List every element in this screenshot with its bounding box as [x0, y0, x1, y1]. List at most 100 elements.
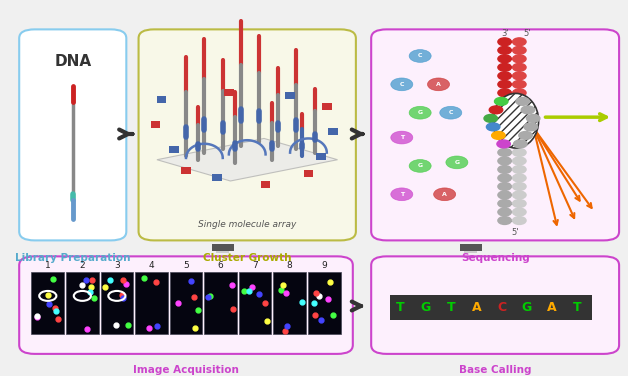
Circle shape: [489, 106, 503, 114]
Bar: [204, 272, 237, 334]
Circle shape: [526, 115, 540, 122]
Bar: [303, 170, 313, 177]
Bar: [224, 89, 234, 96]
Text: Sequencing: Sequencing: [461, 253, 529, 263]
Circle shape: [391, 78, 413, 91]
Text: C: C: [497, 301, 506, 314]
Bar: [239, 272, 271, 334]
Text: A: A: [472, 301, 481, 314]
Text: C: C: [399, 82, 404, 87]
Text: Base Calling: Base Calling: [459, 364, 531, 374]
Polygon shape: [157, 138, 337, 181]
Bar: [212, 174, 222, 181]
Text: 9: 9: [322, 261, 327, 270]
FancyBboxPatch shape: [139, 29, 356, 240]
Bar: [151, 121, 160, 128]
Ellipse shape: [493, 93, 539, 148]
Bar: [135, 272, 168, 334]
Circle shape: [498, 55, 511, 63]
Circle shape: [498, 46, 511, 54]
Text: 8: 8: [287, 261, 293, 270]
Text: T: T: [447, 301, 455, 314]
Circle shape: [512, 217, 526, 224]
Text: G: G: [522, 301, 532, 314]
Bar: [155, 364, 168, 367]
Circle shape: [498, 183, 511, 190]
Text: Image Acquisition: Image Acquisition: [133, 364, 239, 374]
Circle shape: [512, 183, 526, 190]
Circle shape: [512, 200, 526, 208]
Circle shape: [516, 97, 529, 105]
Bar: [460, 244, 482, 251]
Text: A: A: [547, 301, 557, 314]
Text: T: T: [573, 301, 582, 314]
Circle shape: [498, 64, 511, 71]
Circle shape: [487, 123, 500, 131]
Bar: [156, 96, 166, 103]
Circle shape: [498, 149, 511, 156]
Circle shape: [494, 97, 508, 105]
Circle shape: [512, 157, 526, 165]
Circle shape: [512, 191, 526, 199]
Bar: [212, 244, 234, 251]
FancyBboxPatch shape: [371, 29, 619, 240]
Bar: [100, 272, 133, 334]
Circle shape: [498, 89, 511, 97]
Circle shape: [512, 72, 526, 80]
Circle shape: [512, 208, 526, 216]
Bar: [31, 272, 64, 334]
Circle shape: [498, 157, 511, 165]
Circle shape: [446, 156, 468, 169]
Text: A: A: [442, 192, 447, 197]
Text: 7: 7: [252, 261, 258, 270]
Circle shape: [498, 208, 511, 216]
Circle shape: [512, 149, 526, 156]
Circle shape: [498, 191, 511, 199]
Circle shape: [409, 50, 431, 62]
Circle shape: [512, 89, 526, 97]
Text: G: G: [418, 110, 423, 115]
Bar: [285, 92, 295, 99]
Circle shape: [512, 80, 526, 88]
Text: 1: 1: [45, 261, 51, 270]
Bar: [308, 272, 340, 334]
Circle shape: [484, 115, 497, 122]
Bar: [328, 128, 338, 135]
Bar: [261, 181, 271, 188]
Text: T: T: [400, 135, 404, 140]
FancyBboxPatch shape: [19, 256, 353, 354]
Text: G: G: [454, 160, 460, 165]
Circle shape: [524, 123, 538, 131]
Circle shape: [512, 46, 526, 54]
Bar: [322, 103, 332, 110]
Bar: [169, 146, 178, 153]
Bar: [66, 272, 99, 334]
Circle shape: [498, 38, 511, 46]
Text: 5: 5: [183, 261, 189, 270]
Text: DNA: DNA: [54, 54, 91, 69]
Bar: [151, 358, 173, 364]
Text: 5': 5': [524, 29, 531, 38]
Circle shape: [498, 200, 511, 208]
Bar: [464, 364, 477, 367]
Circle shape: [512, 174, 526, 182]
FancyBboxPatch shape: [19, 29, 126, 240]
Circle shape: [391, 131, 413, 144]
Text: Single molecule array: Single molecule array: [198, 220, 296, 229]
Circle shape: [498, 165, 511, 173]
Circle shape: [498, 80, 511, 88]
Text: 6: 6: [218, 261, 224, 270]
Text: Library Preparation: Library Preparation: [15, 253, 131, 263]
Text: C: C: [448, 110, 453, 115]
Circle shape: [409, 159, 431, 172]
Circle shape: [497, 140, 511, 148]
Bar: [273, 272, 306, 334]
FancyBboxPatch shape: [371, 256, 619, 354]
Circle shape: [519, 132, 533, 139]
Circle shape: [514, 140, 527, 148]
Bar: [316, 153, 325, 160]
Bar: [181, 167, 191, 174]
Circle shape: [391, 188, 413, 201]
Text: 4: 4: [149, 261, 154, 270]
Circle shape: [512, 64, 526, 71]
